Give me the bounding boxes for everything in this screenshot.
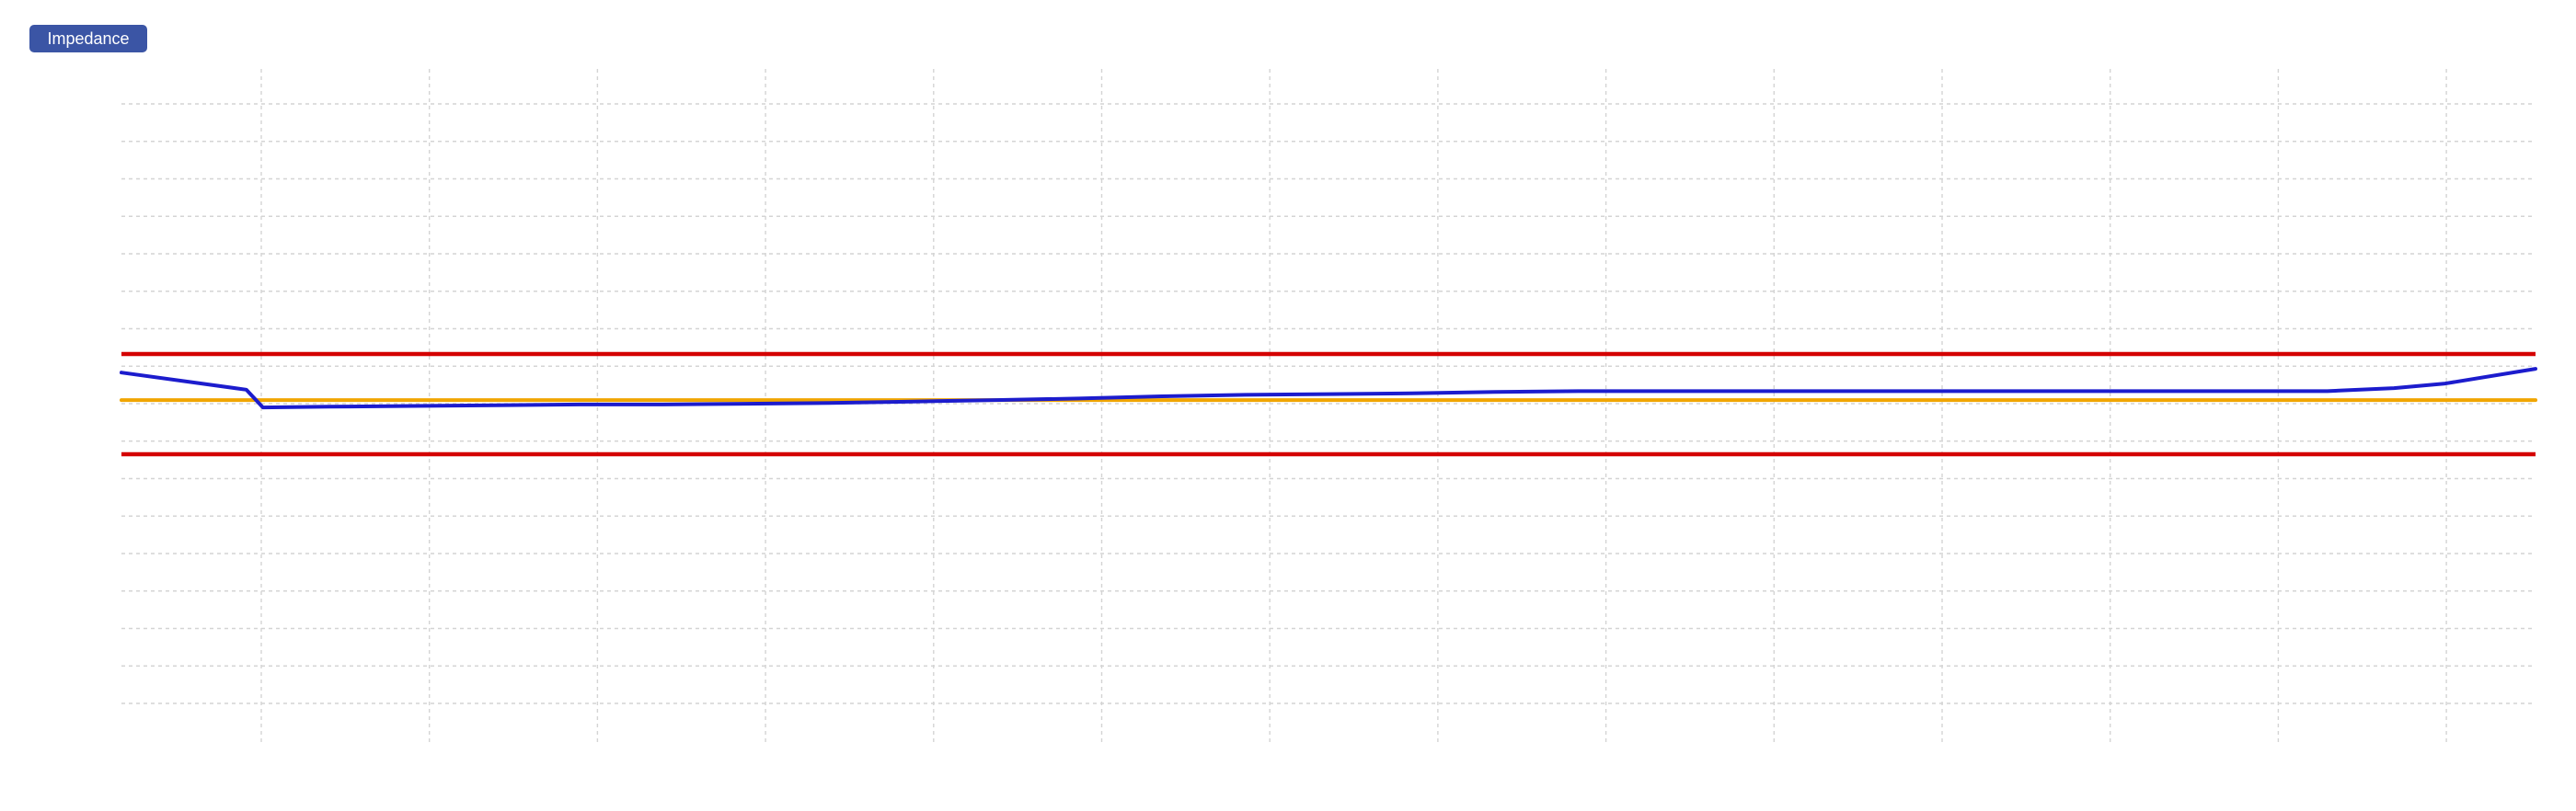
grid (121, 69, 2536, 745)
impedance-tab-button[interactable]: Impedance (29, 25, 147, 52)
series-line-measured (120, 367, 2537, 410)
limit-lines (121, 351, 2536, 457)
series (120, 367, 2537, 410)
